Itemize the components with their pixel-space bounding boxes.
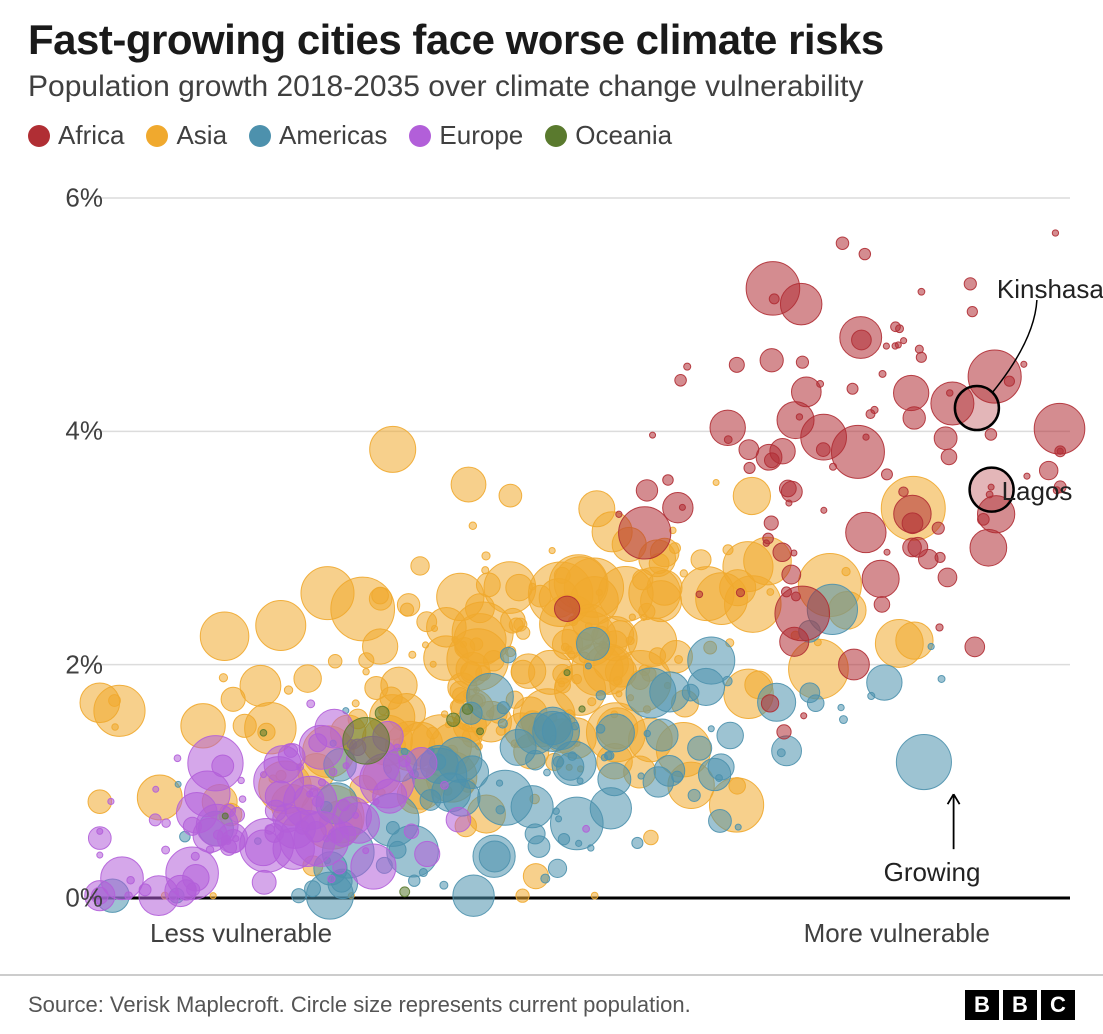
legend-label: Asia xyxy=(176,120,227,151)
chart-footer: Source: Verisk Maplecroft. Circle size r… xyxy=(0,974,1103,1034)
chart-title: Fast-growing cities face worse climate r… xyxy=(28,16,884,64)
bbc-logo: BBC xyxy=(965,990,1075,1020)
source-text: Source: Verisk Maplecroft. Circle size r… xyxy=(28,992,691,1018)
y-tick-label: 0% xyxy=(43,883,103,914)
legend-swatch xyxy=(249,125,271,147)
chart-subtitle: Population growth 2018-2035 over climate… xyxy=(28,70,864,104)
legend-swatch xyxy=(28,125,50,147)
legend-label: Europe xyxy=(439,120,523,151)
chart-container: Fast-growing cities face worse climate r… xyxy=(0,0,1103,1034)
bbc-logo-box: C xyxy=(1041,990,1075,1020)
bbc-logo-box: B xyxy=(965,990,999,1020)
y-tick-label: 6% xyxy=(43,183,103,214)
bbc-logo-box: B xyxy=(1003,990,1037,1020)
legend-label: Africa xyxy=(58,120,124,151)
legend-item: Asia xyxy=(146,120,227,151)
annotation-layer xyxy=(90,198,1070,898)
legend-item: Oceania xyxy=(545,120,672,151)
legend: Africa Asia Americas Europe Oceania xyxy=(28,120,672,151)
legend-swatch xyxy=(545,125,567,147)
legend-item: Europe xyxy=(409,120,523,151)
legend-item: Africa xyxy=(28,120,124,151)
legend-label: Americas xyxy=(279,120,387,151)
legend-swatch xyxy=(146,125,168,147)
y-tick-label: 2% xyxy=(43,649,103,680)
growing-label: Growing xyxy=(884,857,981,888)
annotation-label: Kinshasa xyxy=(997,274,1103,305)
x-label-right: More vulnerable xyxy=(804,918,990,949)
x-label-left: Less vulnerable xyxy=(150,918,332,949)
plot-area xyxy=(90,198,1070,898)
y-tick-label: 4% xyxy=(43,416,103,447)
legend-label: Oceania xyxy=(575,120,672,151)
annotation-label: Lagos xyxy=(1002,476,1073,507)
legend-item: Americas xyxy=(249,120,387,151)
legend-swatch xyxy=(409,125,431,147)
x-axis-labels: Less vulnerable More vulnerable xyxy=(90,918,1070,949)
